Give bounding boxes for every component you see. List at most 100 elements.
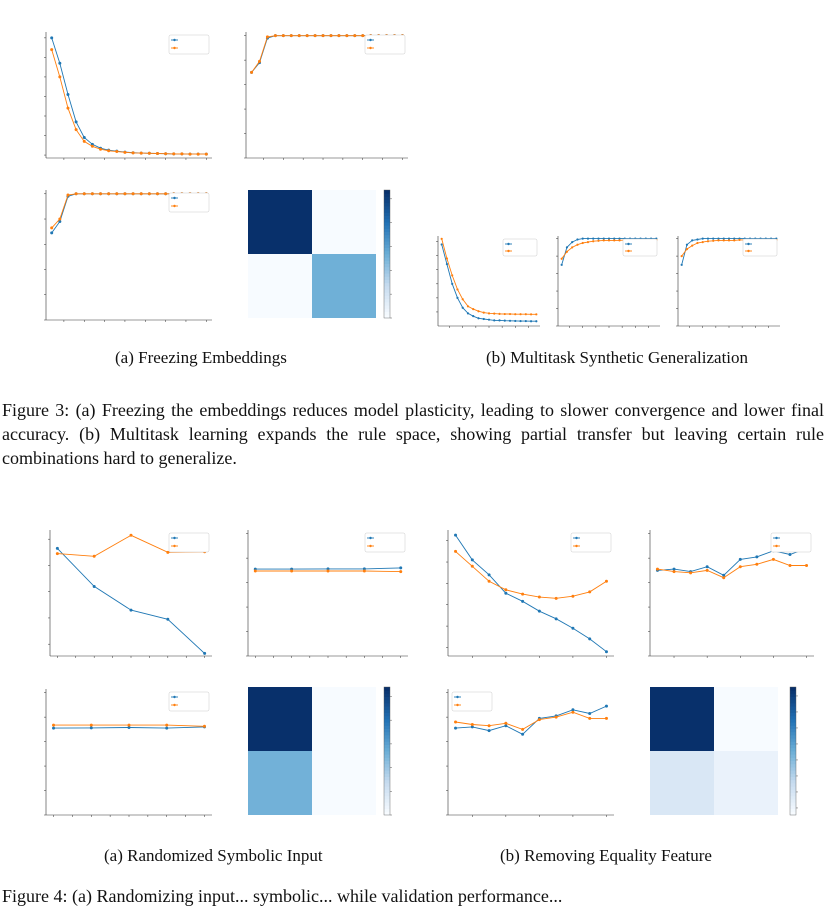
colorbar-segment [384,760,390,765]
data-point [305,34,309,38]
legend-marker [369,38,372,42]
data-point [613,239,616,242]
fig4b-confusion-matrix [650,686,798,816]
data-point [470,722,474,726]
data-point [454,549,458,553]
data-point [329,34,333,38]
colorbar-segment [790,776,796,781]
colorbar-segment [384,212,390,216]
colorbar-segment [384,789,390,793]
series-line-1 [657,558,807,579]
colorbar-segment [790,722,796,726]
colorbar-segment [384,754,390,758]
colorbar-segment [790,744,796,749]
colorbar-segment [790,802,796,806]
legend-box [364,34,406,55]
fig4a-accuracy-chart [246,530,408,658]
fig4-subcaption-a: (a) Randomized Symbolic Input [104,846,323,865]
data-point [107,149,111,153]
data-point [487,318,491,321]
fig4a-loss-chart [48,530,212,658]
fig4b-loss-panel [414,516,619,671]
colorbar-segment [790,735,796,739]
colorbar-segment [384,712,390,717]
data-point [537,609,541,613]
data-point [454,720,458,724]
colorbar-segment [384,193,390,197]
data-point [89,723,93,727]
fig4b-loss-chart [446,530,614,658]
data-point [203,651,207,655]
data-point [313,34,317,38]
data-point [602,237,605,240]
colorbar-segment [384,779,390,784]
data-point [58,220,62,224]
data-point [586,241,590,244]
data-point [477,317,480,320]
legend-marker [173,204,176,208]
colorbar-segment [384,254,390,258]
data-point [470,564,474,568]
data-point [519,313,522,316]
data-point [58,217,62,221]
data-point [58,75,62,79]
colorbar-segment [384,767,390,771]
data-point [705,565,709,569]
colorbar-segment [384,305,390,309]
colorbar-segment [384,270,390,274]
legend-marker [507,249,510,253]
data-point [107,192,111,196]
fig3a-acc-panel [218,18,414,168]
colorbar-segment [790,687,796,691]
data-point [127,726,131,730]
data-point [90,144,94,148]
fig3a-loss-chart [44,32,212,160]
fig3b-acc-panel [540,212,665,340]
data-point [588,637,592,641]
colorbar-segment [384,725,390,729]
data-point [503,319,506,322]
colorbar-segment [384,757,390,761]
data-point [613,237,616,240]
data-point [166,617,170,621]
data-point [498,312,501,316]
data-point [554,596,558,600]
data-point [592,237,595,240]
legend-marker [369,544,372,548]
colorbar-segment [384,202,390,207]
colorbar-segment [384,699,390,704]
colorbar-segment [790,741,796,745]
colorbar-segment [384,690,390,694]
data-point [461,298,464,301]
cm-cell [714,751,778,815]
fig4a-acc-panel [218,516,414,671]
data-point [92,554,96,558]
data-point [74,120,78,124]
colorbar-frame [383,686,391,816]
data-point [147,151,151,155]
fig4b-swa-panel [414,675,619,833]
data-point [733,237,736,240]
fig3b-swa-chart [676,236,780,328]
colorbar-segment [790,725,796,729]
data-point [440,243,443,246]
fig3a-swa-chart [44,190,212,322]
fig4b-cm-panel [620,675,820,833]
data-point [722,573,726,577]
data-point [250,70,254,74]
data-point [52,726,56,730]
data-point [722,239,725,242]
colorbar-segment [384,282,390,287]
colorbar-segment [790,789,796,793]
data-point [788,563,792,567]
colorbar-segment [384,773,390,777]
fig3a-cm-panel [218,178,414,336]
colorbar-segment [790,706,796,710]
colorbar-segment [384,747,390,752]
cm-cell [312,254,376,318]
data-point [466,312,470,315]
colorbar-segment [384,735,390,739]
fig3a-loss-panel [14,18,219,168]
fig3-caption: Figure 3: (a) Freezing the embeddings re… [2,400,824,468]
fig3-subcaption-a: (a) Freezing Embeddings [115,348,287,367]
